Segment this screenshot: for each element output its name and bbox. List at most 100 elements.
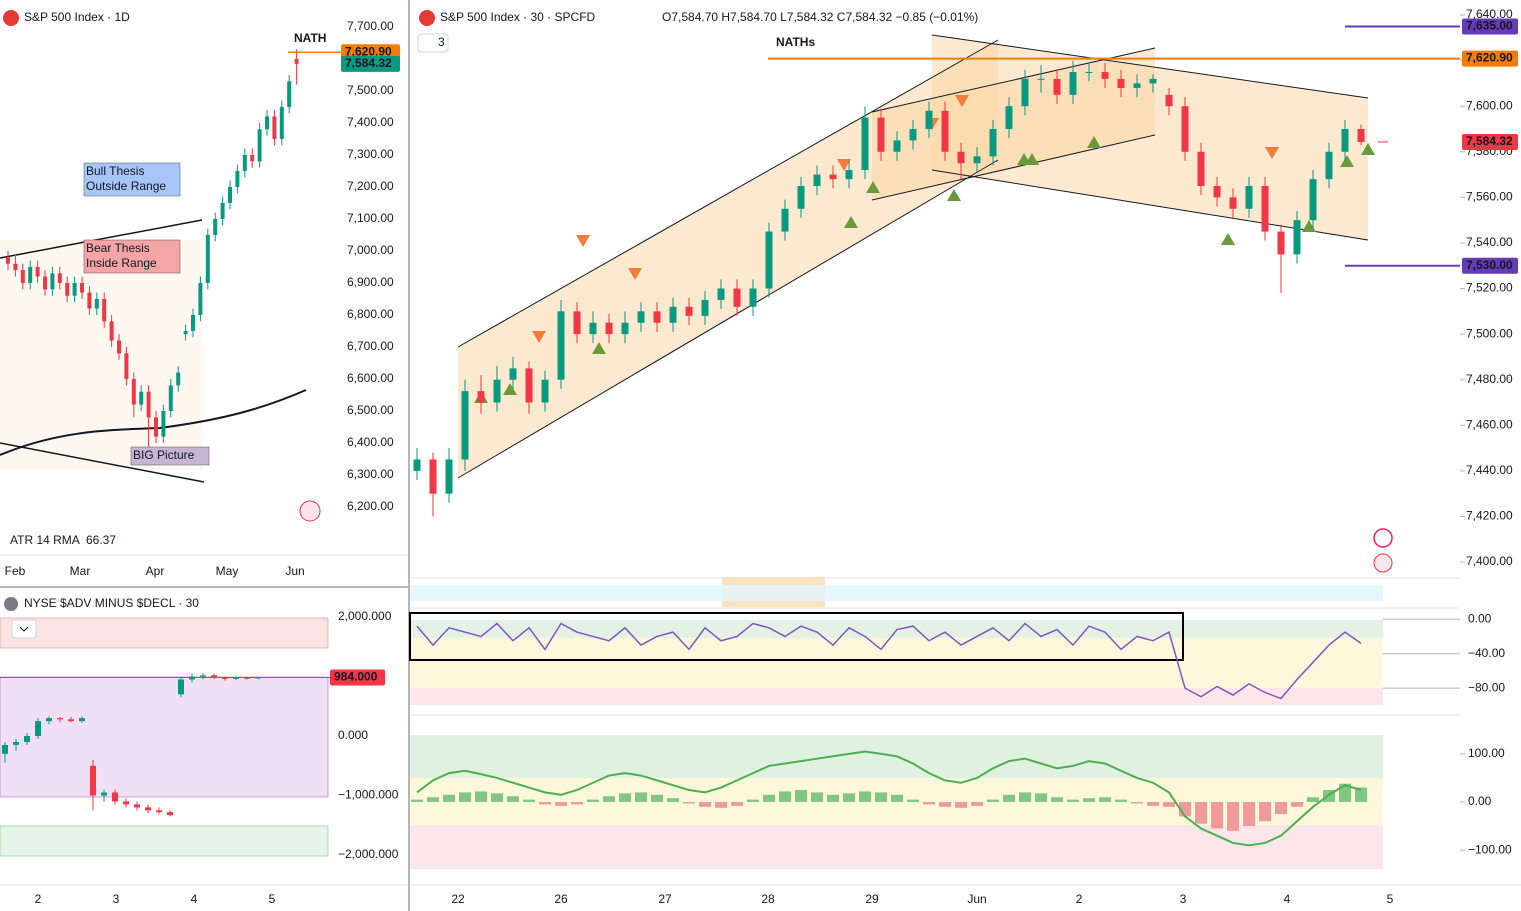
candle-body [765, 231, 773, 289]
price-tag-label: 7,620.90 [1466, 51, 1513, 65]
candle-body [272, 116, 277, 139]
candle-body [461, 391, 469, 460]
price-tag-label: 7,530.00 [1466, 258, 1513, 272]
y-tick-label: 0.000 [338, 728, 368, 742]
candle-body [1117, 78, 1125, 88]
candle-body [573, 311, 581, 335]
flag-icon[interactable] [299, 500, 321, 522]
price-tag [1462, 257, 1518, 274]
price-tag [1462, 18, 1518, 35]
channel-fill [872, 48, 1155, 200]
candle-body [178, 679, 184, 695]
candle-body [1101, 72, 1109, 79]
note-label: Bear Thesis Inside Range [86, 241, 157, 270]
y-tick-label: 6,500.00 [347, 403, 394, 417]
candle-body [257, 129, 262, 162]
histogram-bar [859, 791, 871, 803]
y-tick-label: 7,000.00 [347, 243, 394, 257]
price-tag-label: 7,635.00 [1466, 19, 1513, 33]
x-tick-label: 2 [1076, 892, 1083, 906]
histogram-bar [875, 792, 887, 803]
x-tick-label: 5 [1387, 892, 1394, 906]
candle-body [200, 675, 206, 677]
candle-body [250, 154, 255, 162]
candle-body [445, 459, 453, 494]
y-tick-label: −80.00 [1468, 680, 1505, 694]
candle-body [925, 110, 933, 130]
y-tick-label: 0.00 [1468, 794, 1492, 808]
y-tick-label: 6,900.00 [347, 275, 394, 289]
price-tag-label: 7,584.32 [345, 56, 392, 70]
candle-body [877, 117, 885, 152]
note-line: Outside Range [86, 179, 166, 193]
collapse-button[interactable] [11, 619, 37, 639]
histogram-bar [667, 798, 679, 803]
histogram-bar [987, 799, 999, 803]
candle-body [1261, 185, 1269, 232]
candle-body [701, 299, 709, 316]
note-line: BIG Picture [133, 448, 195, 462]
histogram-bar [811, 792, 823, 803]
candle-body [557, 311, 565, 380]
flag-icon[interactable] [1373, 553, 1393, 573]
candle-body [717, 288, 725, 300]
x-tick-label: Jun [285, 564, 304, 578]
candle-body [72, 282, 77, 296]
histogram-bar [1067, 799, 1079, 803]
candle-body [1133, 83, 1141, 88]
price-tag [1462, 133, 1518, 150]
title: NYSE $ADV MINUS $DECL · 30 [24, 596, 199, 610]
interval-button[interactable] [417, 33, 449, 53]
candle-body [13, 263, 18, 271]
candle-body [1229, 197, 1237, 209]
histogram-bar [891, 794, 903, 803]
candle-body [1085, 72, 1093, 74]
histogram-bar [443, 794, 455, 803]
candle-body [279, 106, 284, 139]
histogram-bar [763, 794, 775, 803]
candle-body [65, 282, 70, 296]
histogram-bar [475, 791, 487, 803]
candle-body [493, 379, 501, 403]
zone [410, 638, 1383, 688]
histogram-bar [1339, 783, 1351, 803]
candle-body [123, 801, 129, 805]
y-tick-label: −1,000.000 [338, 788, 399, 802]
candle-body [265, 116, 269, 130]
candle-body [112, 792, 118, 802]
candle-body [235, 170, 240, 187]
candle-body [198, 282, 203, 315]
histogram-bar [1355, 787, 1367, 803]
y-tick-label: 6,600.00 [347, 371, 394, 385]
alert-icon[interactable] [1373, 528, 1393, 548]
candle-body [124, 353, 129, 379]
symbol-icon [3, 10, 19, 26]
candle-body [35, 266, 40, 277]
histogram-bar [1227, 802, 1239, 831]
title: S&P 500 Index · 30 · SPCFD [440, 10, 596, 24]
y-tick-label: 6,800.00 [347, 307, 394, 321]
indicator-name: ATR 14 RMA [10, 533, 80, 547]
candle-body [68, 719, 74, 722]
x-tick-label: Apr [146, 564, 165, 578]
x-tick-label: 22 [451, 892, 465, 906]
y-tick-label: 7,520.00 [1466, 281, 1513, 295]
histogram-bar [699, 802, 711, 807]
x-tick-label: Feb [5, 564, 26, 578]
x-tick-label: 26 [554, 892, 568, 906]
symbol-icon [419, 10, 435, 26]
price-tag [330, 669, 385, 686]
x-tick-label: 5 [269, 892, 276, 906]
price-tag [1462, 50, 1518, 67]
candle-body [294, 58, 299, 64]
histogram-bar [827, 794, 839, 803]
candle-body [1005, 106, 1013, 130]
candle-body [1357, 129, 1365, 142]
channel-line [457, 39, 999, 348]
candle-body [1053, 78, 1061, 95]
candle-body [134, 804, 140, 808]
candle-body [183, 330, 188, 335]
candle-body [57, 273, 62, 283]
candle-body [213, 218, 218, 235]
candle-body [669, 306, 677, 323]
